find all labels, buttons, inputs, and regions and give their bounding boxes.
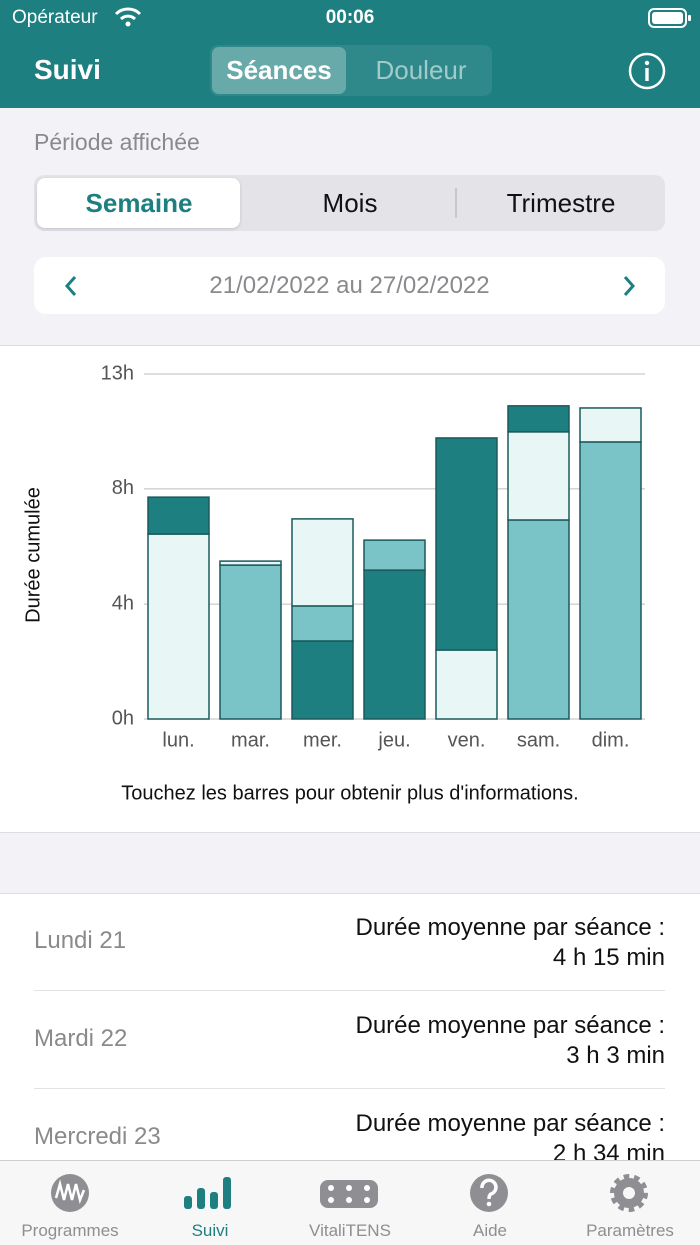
period-label: Période affichée (34, 129, 200, 155)
list-row[interactable]: Lundi 21 Durée moyenne par séance : 4 h 15… (34, 893, 665, 991)
battery-icon (648, 8, 691, 28)
tab-label[interactable]: Paramètres (586, 1221, 674, 1240)
bar-segment (219, 560, 282, 566)
bar-segment (291, 605, 354, 642)
x-tick-label: mar. (231, 729, 270, 751)
bar-segment (291, 640, 354, 720)
tab-label[interactable]: Programmes (21, 1221, 119, 1240)
period-option[interactable]: Semaine (85, 187, 193, 218)
period-option[interactable]: Mois (322, 187, 378, 218)
tab-icon-parametres (610, 1174, 648, 1212)
chart: Durée cumulée Touchez les barres pour ob… (22, 362, 645, 804)
x-tick-label: jeu. (377, 729, 410, 751)
bar-segment (147, 533, 210, 720)
y-tick-label: 0h (112, 707, 134, 729)
row-label: Durée moyenne par séance : (355, 1012, 665, 1039)
bar-segment (507, 519, 570, 720)
date-range: 21/02/2022 au 27/02/2022 (209, 271, 490, 299)
clock: 00:06 (325, 7, 375, 28)
bar-segment (219, 564, 282, 720)
tab-icon-suivi (184, 1177, 231, 1209)
x-tick-label: dim. (592, 729, 630, 751)
carrier: Opérateur (12, 7, 98, 28)
period-option[interactable]: Trimestre (506, 187, 616, 218)
nav-title: Suivi (34, 54, 101, 85)
bar-segment (363, 569, 426, 720)
tab-icons (51, 1174, 648, 1212)
bar-segment (507, 431, 570, 521)
list (0, 893, 700, 1164)
tab-icon-aide (470, 1174, 508, 1212)
bar-segment (507, 405, 570, 433)
prev-button[interactable] (60, 274, 84, 298)
header (0, 0, 700, 108)
separator (455, 188, 457, 218)
info-button[interactable] (627, 51, 667, 91)
tab-label[interactable]: Suivi (191, 1221, 229, 1240)
nav-tab[interactable]: Douleur (375, 55, 467, 85)
period-selected-bg (37, 178, 240, 228)
y-tick-label: 13h (101, 362, 134, 384)
row-day: Lundi 21 (34, 927, 127, 954)
x-tick-label: sam. (517, 729, 560, 751)
y-tick-label: 4h (112, 592, 134, 614)
bar-segment (363, 539, 426, 571)
tab-icon-programmes (51, 1174, 89, 1212)
row-value: 3 h 3 min (566, 1042, 665, 1069)
bar-segment (579, 407, 642, 443)
bar-segment (579, 441, 642, 720)
x-tick-label: lun. (162, 729, 194, 751)
row-label: Durée moyenne par séance : (355, 914, 665, 941)
row-day: Mardi 22 (34, 1025, 128, 1052)
bar-segment (291, 518, 354, 607)
nav-segment (210, 45, 492, 96)
bar-segment (435, 649, 498, 720)
tab-label[interactable]: Aide (472, 1221, 508, 1240)
wifi-icon (114, 7, 142, 27)
tab-label[interactable]: VitaliTENS (309, 1221, 391, 1240)
x-tick-label: ven. (448, 729, 486, 751)
row-label: Durée moyenne par séance : (355, 1110, 665, 1137)
bar-segment (147, 496, 210, 535)
chart-hint: Touchez les barres pour obtenir plus d'i… (121, 782, 578, 804)
list-row[interactable]: Mardi 22 Durée moyenne par séance : 3 h 3 … (34, 991, 665, 1089)
date-card (34, 257, 665, 314)
y-tick-label: 8h (112, 477, 134, 499)
row-day: Mercredi 23 (34, 1123, 161, 1150)
next-button[interactable] (616, 274, 640, 298)
tab-icon-vitalitens (320, 1180, 378, 1208)
x-tick-label: mer. (303, 729, 342, 751)
nav-tab-selected[interactable]: Séances (212, 47, 346, 94)
y-axis-label: Durée cumulée (22, 487, 44, 623)
bar-segment (435, 437, 498, 651)
row-value: 4 h 15 min (552, 944, 665, 971)
